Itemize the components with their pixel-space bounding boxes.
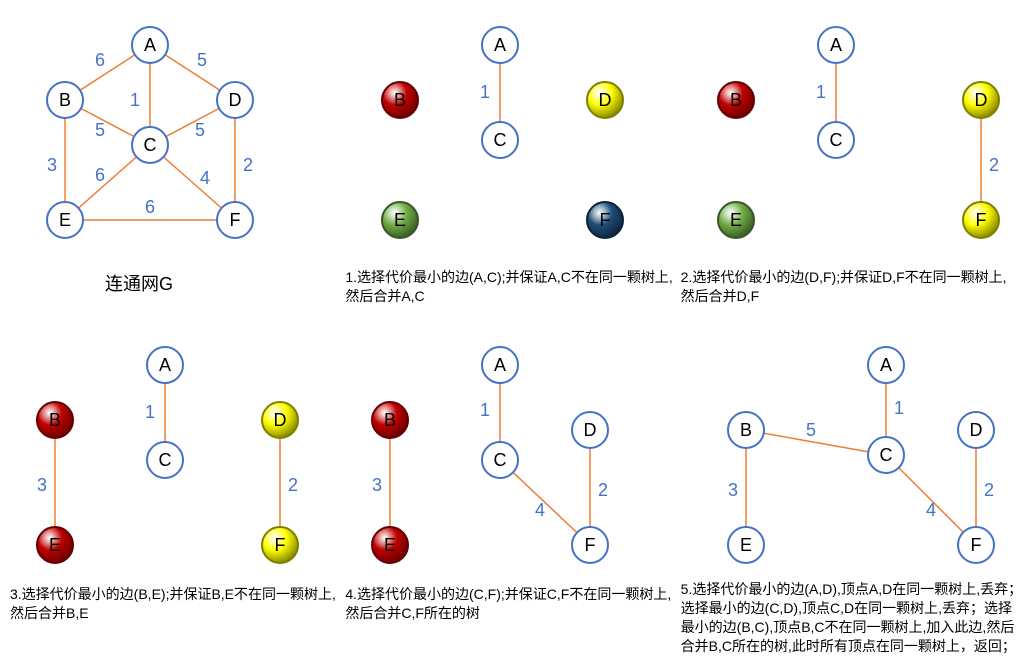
panel-caption: 5.选择代价最小的边(A,D),顶点A,D在同一颗树上,丢弃；选择最小的边(C,… — [681, 580, 1026, 656]
edge-weight-A-C: 1 — [816, 82, 826, 102]
edge-weight-D-F: 2 — [984, 480, 994, 500]
panel-graph-g: 6 5 1 5 5 3 6 4 2 6 A B D C E F 连通网G — [10, 10, 345, 330]
edge-weight-C-F: 4 — [535, 500, 545, 520]
node-label-D: D — [229, 90, 242, 110]
edge-weight-B-C: 5 — [95, 120, 105, 140]
node-label-B: B — [384, 410, 396, 430]
node-label-E: E — [740, 535, 752, 555]
panel-step-3: 1 2 3 A B C D E F 3.选择代价最小的边(B,E);并保证B,E不在同一颗树上,然… — [10, 330, 345, 650]
node-label-B: B — [49, 410, 61, 430]
node-label-C: C — [494, 130, 507, 150]
node-label-A: A — [830, 35, 842, 55]
panel-step-4: 1 2 3 4 A B C D E F 4.选择代价最小的边(C,F);并保证C,F不在同一颗树上,… — [345, 330, 680, 650]
edge-weight-B-C: 5 — [806, 420, 816, 440]
edge-weight-A-B: 6 — [95, 50, 105, 70]
panel-step-2: 1 2 A B C D E F 2.选择代价最小的边(D,F);并保证D,F不在同一颗树上,然后… — [681, 10, 1016, 330]
node-label-E: E — [49, 535, 61, 555]
edge-weight-A-C: 1 — [145, 402, 155, 422]
panel-title: 连通网G — [105, 270, 173, 296]
edge-weight-A-C: 1 — [894, 398, 904, 418]
node-label-B: B — [394, 90, 406, 110]
edge-weight-C-E: 6 — [95, 165, 105, 185]
node-label-D: D — [969, 420, 982, 440]
edge-weight-A-C: 1 — [480, 400, 490, 420]
node-label-D: D — [974, 90, 987, 110]
panel-caption: 2.选择代价最小的边(D,F);并保证D,F不在同一颗树上,然后合并D,F — [681, 268, 1011, 306]
edge-weight-A-C: 1 — [480, 82, 490, 102]
node-label-D: D — [599, 90, 612, 110]
edge-weight-B-E: 3 — [728, 480, 738, 500]
panel-step-5: 15234ABCDEF5.选择代价最小的边(A,D),顶点A,D在同一颗树上,丢… — [681, 330, 1016, 650]
edge-weight-D-F: 2 — [288, 475, 298, 495]
node-label-D: D — [274, 410, 287, 430]
node-label-D: D — [584, 420, 597, 440]
node-label-F: F — [975, 210, 986, 230]
panel-step-1: 1 A B C D E F 1.选择代价最小的边(A,C);并保证A,C不在同一颗树上,然后合… — [345, 10, 680, 330]
node-label-B: B — [730, 90, 742, 110]
node-label-C: C — [159, 450, 172, 470]
edge-weight-A-C: 1 — [130, 90, 140, 110]
node-label-A: A — [144, 35, 156, 55]
node-label-F: F — [275, 535, 286, 555]
node-label-E: E — [384, 535, 396, 555]
node-label-A: A — [159, 355, 171, 375]
edge-weight-B-E: 3 — [37, 475, 47, 495]
edge-weight-C-F: 4 — [200, 168, 210, 188]
node-label-A: A — [494, 355, 506, 375]
node-label-B: B — [740, 420, 752, 440]
node-label-B: B — [59, 90, 71, 110]
node-label-E: E — [730, 210, 742, 230]
graph-G: 6 5 1 5 5 3 6 4 2 6 A B D C E F — [10, 10, 345, 330]
panel-caption: 4.选择代价最小的边(C,F);并保证C,F不在同一颗树上,然后合并C,F所在的… — [345, 585, 675, 623]
node-label-C: C — [494, 450, 507, 470]
node-label-E: E — [394, 210, 406, 230]
edge-weight-D-F: 2 — [598, 480, 608, 500]
edge-weight-C-D: 5 — [195, 120, 205, 140]
node-label-F: F — [970, 535, 981, 555]
edge-weight-B-E: 3 — [47, 155, 57, 175]
node-label-C: C — [879, 445, 892, 465]
edge-weight-E-F: 6 — [145, 197, 155, 217]
node-label-F: F — [600, 210, 611, 230]
node-label-F: F — [230, 210, 241, 230]
node-label-F: F — [585, 535, 596, 555]
edge-weight-C-F: 4 — [926, 500, 936, 520]
edge-weight-D-F: 2 — [243, 155, 253, 175]
edge-weight-D-F: 2 — [989, 155, 999, 175]
panel-caption: 3.选择代价最小的边(B,E);并保证B,E不在同一颗树上,然后合并B,E — [10, 585, 340, 623]
panel-caption: 1.选择代价最小的边(A,C);并保证A,C不在同一颗树上,然后合并A,C — [345, 268, 675, 306]
node-label-E: E — [59, 210, 71, 230]
node-label-A: A — [494, 35, 506, 55]
node-label-C: C — [144, 135, 157, 155]
edge-weight-A-D: 5 — [197, 50, 207, 70]
node-label-C: C — [829, 130, 842, 150]
edge-weight-B-E: 3 — [372, 475, 382, 495]
node-label-A: A — [880, 355, 892, 375]
